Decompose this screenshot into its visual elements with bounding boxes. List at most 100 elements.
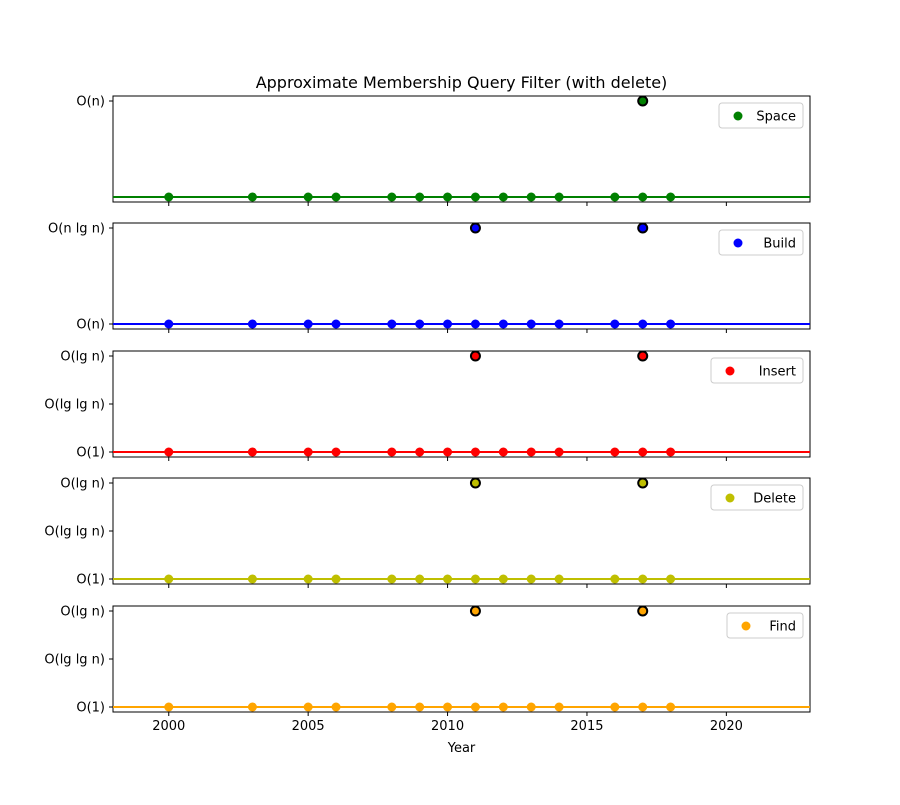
subplot-build-point-4	[387, 319, 397, 329]
subplot-delete: O(1) O(lg lg n) O(lg n) Delete	[44, 477, 811, 588]
subplot-find-point-8	[498, 702, 508, 712]
subplot-insert-point-10	[554, 447, 564, 457]
subplot-insert-legend: Insert	[710, 357, 804, 384]
subplot-space-point-13	[666, 192, 676, 202]
subplot-insert-ytick-label-2: O(lg n)	[60, 350, 105, 365]
subplot-delete-point-0	[164, 574, 174, 584]
subplot-insert-ytick-label-1: O(lg lg n)	[44, 398, 105, 413]
subplot-insert-point-4	[387, 447, 397, 457]
subplot-delete-legend: Delete	[710, 484, 804, 511]
subplot-build: O(n) O(n lg n) Build	[48, 222, 811, 333]
x-tick-label-1: 2005	[292, 719, 325, 734]
subplot-build-point-8	[498, 319, 508, 329]
subplot-delete-legend-label: Delete	[753, 492, 796, 507]
subplot-find-point-9	[526, 702, 536, 712]
subplot-build-point-2	[303, 319, 313, 329]
subplot-insert-point-5	[415, 447, 425, 457]
subplot-insert-legend-label: Insert	[759, 365, 796, 380]
subplot-delete-point-15	[637, 477, 649, 489]
subplot-find-point-12	[638, 702, 648, 712]
subplot-space-point-4	[387, 192, 397, 202]
subplot-delete-legend-marker	[725, 493, 735, 503]
x-tick-label-0: 2000	[152, 719, 185, 734]
subplot-build-point-10	[554, 319, 564, 329]
subplot-build-point-7	[470, 319, 480, 329]
subplot-build-ytick-label-1: O(n lg n)	[48, 222, 105, 237]
subplot-insert-point-9	[526, 447, 536, 457]
subplot-insert-point-2	[303, 447, 313, 457]
subplot-find-point-5	[415, 702, 425, 712]
subplot-insert-point-15	[637, 350, 649, 362]
x-axis-label: Year	[447, 741, 476, 756]
subplot-space: O(n) Space	[76, 95, 811, 206]
subplot-delete-point-5	[415, 574, 425, 584]
subplot-find-point-15	[637, 605, 649, 617]
subplot-find-frame	[112, 605, 811, 713]
subplot-build-point-6	[443, 319, 453, 329]
subplot-build-point-12	[638, 319, 648, 329]
subplot-space-point-10	[554, 192, 564, 202]
subplot-delete-legend-box	[710, 484, 804, 511]
subplot-delete-point-3	[331, 574, 341, 584]
subplot-find-point-1	[247, 702, 257, 712]
subplot-build-legend-label: Build	[763, 237, 796, 252]
subplot-build-ytick-label-0: O(n)	[76, 318, 105, 333]
subplot-delete-point-14	[469, 477, 481, 489]
subplot-find-point-0	[164, 702, 174, 712]
subplot-insert-point-13	[666, 447, 676, 457]
subplot-space-ytick-label-0: O(n)	[76, 95, 105, 110]
subplot-space-point-8	[498, 192, 508, 202]
subplot-find-point-14	[469, 605, 481, 617]
subplot-space-legend: Space	[718, 102, 804, 129]
subplot-space-point-12	[638, 192, 648, 202]
subplot-space-frame	[112, 95, 811, 203]
subplot-space-legend-box	[718, 102, 804, 129]
subplot-find-point-13	[666, 702, 676, 712]
subplot-space-point-0	[164, 192, 174, 202]
subplot-delete-point-1	[247, 574, 257, 584]
subplot-delete-ytick-label-1: O(lg lg n)	[44, 525, 105, 540]
subplot-insert-point-6	[443, 447, 453, 457]
subplot-build-point-0	[164, 319, 174, 329]
subplot-delete-frame	[112, 477, 811, 585]
subplot-insert-legend-box	[710, 357, 804, 384]
subplot-build-frame	[112, 222, 811, 330]
subplot-delete-point-11	[610, 574, 620, 584]
subplot-find-point-2	[303, 702, 313, 712]
subplot-delete-ytick-label-2: O(lg n)	[60, 477, 105, 492]
subplot-find-legend-label: Find	[769, 620, 796, 635]
subplot-space-point-2	[303, 192, 313, 202]
subplot-build-legend: Build	[718, 229, 804, 256]
subplot-build-point-5	[415, 319, 425, 329]
subplot-insert-point-3	[331, 447, 341, 457]
subplot-insert-point-0	[164, 447, 174, 457]
subplot-space-point-7	[470, 192, 480, 202]
x-tick-label-3: 2015	[570, 719, 603, 734]
subplot-build-point-14	[469, 222, 481, 234]
subplot-find-point-7	[470, 702, 480, 712]
subplot-delete-point-13	[666, 574, 676, 584]
subplot-insert-point-14	[469, 350, 481, 362]
subplot-space-legend-label: Space	[756, 110, 796, 125]
subplot-build-legend-marker	[733, 238, 743, 248]
subplot-insert-ytick-label-0: O(1)	[76, 446, 105, 461]
subplot-space-point-1	[247, 192, 257, 202]
subplot-build-point-3	[331, 319, 341, 329]
subplot-delete-ytick-label-0: O(1)	[76, 573, 105, 588]
subplot-insert-point-11	[610, 447, 620, 457]
subplot-find-ytick-label-1: O(lg lg n)	[44, 653, 105, 668]
subplot-insert-point-1	[247, 447, 257, 457]
subplot-find-point-3	[331, 702, 341, 712]
subplot-space-point-14	[637, 95, 649, 107]
x-tick-label-4: 2020	[710, 719, 743, 734]
subplot-space-point-9	[526, 192, 536, 202]
subplot-build-point-15	[637, 222, 649, 234]
subplot-find-point-11	[610, 702, 620, 712]
subplot-delete-point-2	[303, 574, 313, 584]
chart-title: Approximate Membership Query Filter (wit…	[256, 73, 668, 92]
subplot-find-point-4	[387, 702, 397, 712]
subplot-delete-point-12	[638, 574, 648, 584]
subplot-space-point-11	[610, 192, 620, 202]
subplot-delete-point-8	[498, 574, 508, 584]
